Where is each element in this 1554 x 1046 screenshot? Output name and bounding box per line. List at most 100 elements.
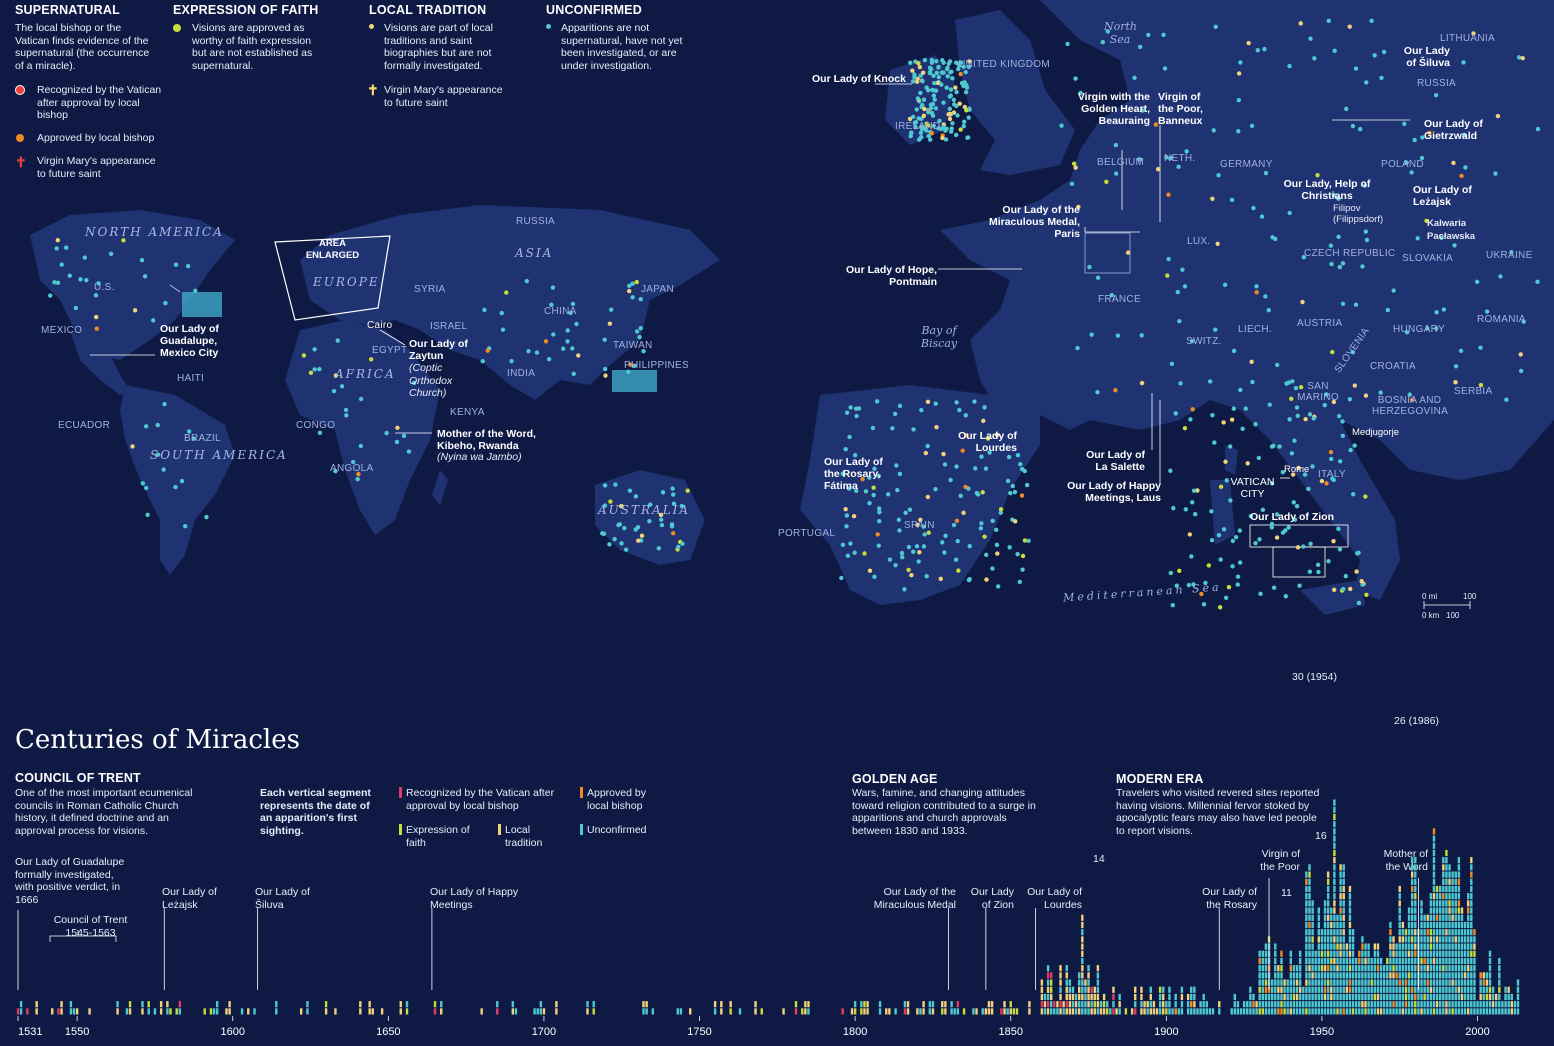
timeline-segment (1442, 864, 1445, 871)
timeline-segment (1302, 993, 1305, 1001)
timeline-segment (1314, 986, 1317, 993)
timeline-segment (1420, 965, 1423, 972)
timeline-segment (1451, 965, 1454, 972)
timeline-segment (1158, 1008, 1162, 1015)
apparition-dot (1020, 567, 1025, 572)
apparition-dot (1113, 142, 1119, 148)
apparition-dot (623, 547, 629, 552)
timeline-segment (1445, 921, 1448, 929)
apparition-dot (1306, 486, 1311, 492)
timeline-segment (166, 1001, 169, 1008)
timeline-segment (1311, 1001, 1314, 1008)
timeline-segment (1438, 943, 1442, 950)
timeline-segment (1454, 878, 1457, 885)
timeline-segment (1081, 993, 1084, 1001)
timeline-segment (1451, 885, 1454, 893)
timeline-segment (1410, 950, 1414, 957)
apparition-dot (1137, 157, 1142, 162)
apparition-dot (630, 295, 635, 300)
timeline-segment (1501, 1008, 1504, 1015)
europe-asia-shape (300, 205, 720, 400)
timeline-segment (1423, 979, 1426, 986)
apparition-dot (150, 318, 156, 323)
apparition-dot (896, 517, 902, 523)
timeline-segment (1438, 914, 1442, 921)
timeline-segment (1429, 993, 1433, 1001)
apparition-dot (630, 281, 635, 286)
timeline-segment (1460, 943, 1464, 950)
timeline-segment (1342, 986, 1345, 993)
timeline-segment (1457, 907, 1461, 914)
timeline-segment (1342, 885, 1345, 893)
timeline-segment (1373, 957, 1377, 965)
timeline-segment (1498, 986, 1501, 993)
apparition-dot (843, 507, 848, 512)
apparition-dot (1520, 56, 1525, 61)
timeline-segment (1423, 986, 1426, 993)
timeline-segment (228, 1001, 231, 1008)
apparition-dot (964, 108, 969, 113)
label-europe: EUROPE (313, 275, 380, 289)
timeline-segment (1401, 979, 1405, 986)
timeline-segment (1354, 972, 1358, 979)
apparition-dot (1171, 505, 1176, 511)
apparition-dot (1188, 417, 1193, 422)
timeline-segment (1435, 965, 1439, 972)
timeline-segment (1454, 907, 1457, 914)
apparition-dot (1195, 488, 1200, 493)
timeline-segment (1323, 957, 1327, 965)
timeline-segment (440, 1008, 443, 1015)
apparition-dot (1330, 349, 1335, 355)
timeline-segment (1049, 1008, 1053, 1015)
timeline-segment (1358, 972, 1361, 979)
apparition-dot (892, 411, 898, 417)
apparition-dot (1463, 165, 1468, 170)
apparition-dot (937, 118, 942, 124)
timeline-segment (1345, 943, 1349, 950)
timeline-segment (1504, 986, 1507, 993)
timeline-segment (1081, 914, 1084, 921)
segment-explainer: Each vertical segment represents the dat… (260, 787, 371, 837)
timeline-segment (931, 1008, 935, 1015)
apparition-dot (1180, 267, 1185, 272)
apparition-dot (1146, 32, 1151, 38)
country-ukraine: UKRAINE (1486, 250, 1533, 261)
timeline-segment (1364, 950, 1367, 957)
timeline-segment (1109, 1008, 1112, 1015)
timeline-segment (1333, 885, 1336, 893)
apparition-dot (671, 492, 676, 497)
timeline-segment (738, 1008, 742, 1015)
timeline-segment (1053, 1001, 1056, 1008)
timeline-segment (1071, 1001, 1075, 1008)
timeline-segment (1457, 979, 1461, 986)
apparition-dot (910, 68, 915, 73)
timeline-segment (1342, 979, 1345, 986)
apparition-dot (1315, 173, 1320, 178)
apparition-dot (1240, 426, 1245, 431)
unconfirmed-dot-icon (546, 24, 551, 29)
timeline-segment (1336, 1008, 1339, 1015)
country-taiwan: TAIWAN (613, 340, 653, 351)
callout-zion: Our Lady of Zion (1250, 511, 1334, 523)
apparition-dot (1071, 161, 1077, 166)
timeline-segment (1336, 936, 1339, 943)
timeline-segment (1432, 1001, 1436, 1008)
apparition-dot (1209, 538, 1215, 543)
timeline-segment (536, 1008, 539, 1015)
timeline-segment (1267, 1008, 1271, 1015)
apparition-dot (915, 79, 920, 84)
timeline-segment (1395, 972, 1398, 979)
timeline-segment (1367, 943, 1370, 950)
timeline-segment (1445, 1008, 1448, 1015)
timeline-segment (1339, 986, 1342, 993)
world-map (30, 205, 720, 575)
timeline-segment (1267, 1001, 1271, 1008)
timeline-segment (69, 1008, 73, 1015)
timeline-segment (1401, 943, 1405, 950)
timeline-segment (1317, 921, 1321, 929)
country-bosnia: BOSNIA AND HERZEGOVINA (1372, 395, 1449, 417)
timeline-segment (1078, 993, 1081, 1001)
timeline-segment (1280, 986, 1283, 993)
apparition-dot (142, 274, 148, 279)
apparition-dot (979, 521, 984, 526)
